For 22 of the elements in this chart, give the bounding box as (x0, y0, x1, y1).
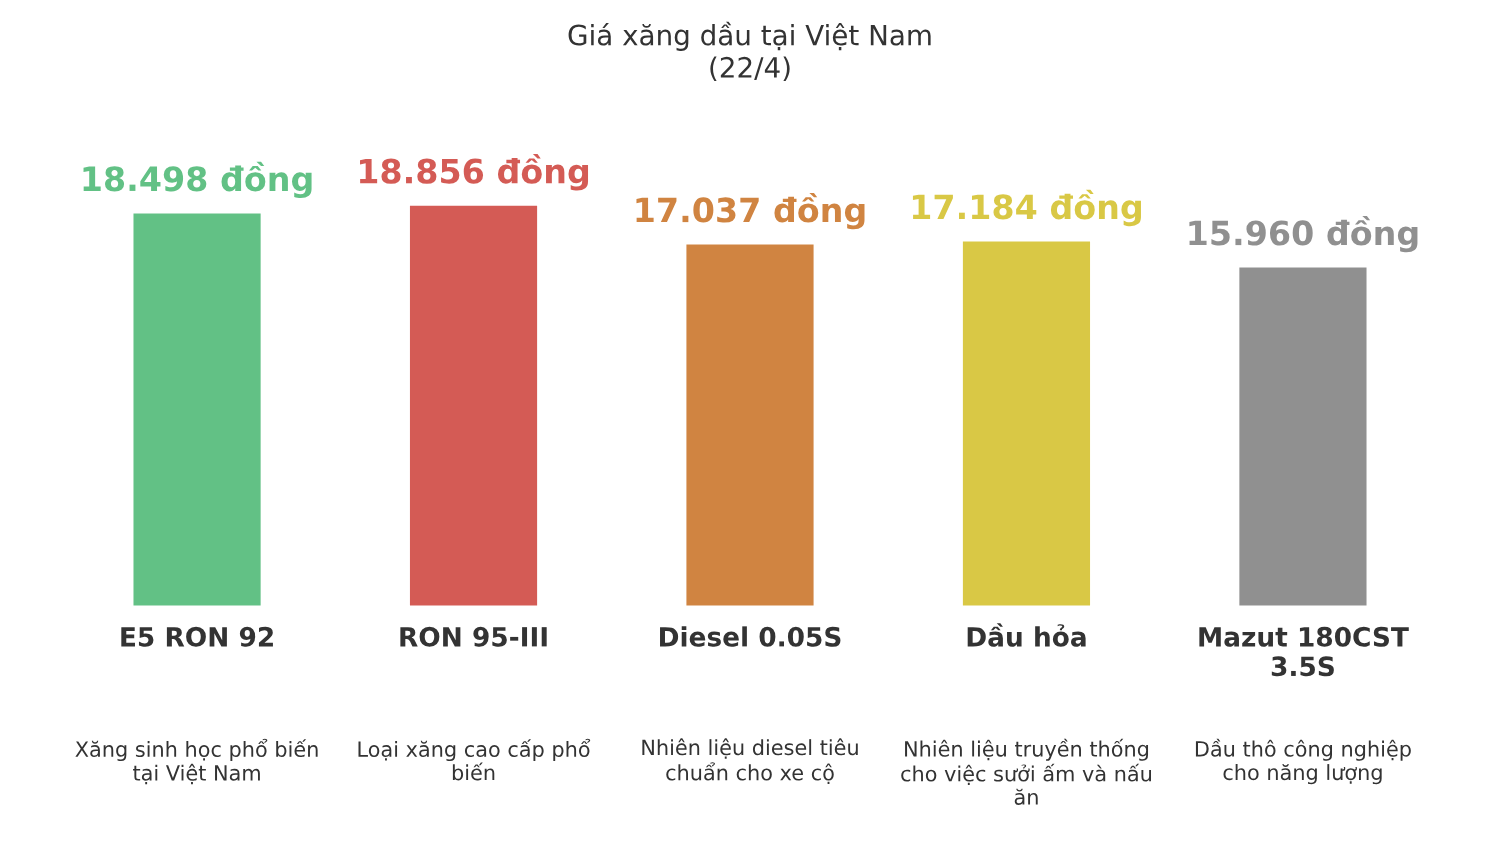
data-label: 15.960 đồng (1189, 215, 1418, 253)
x-tick-label: Mazut 180CST 3.5S (1199, 626, 1409, 677)
data-label: 18.498 đồng (83, 161, 312, 199)
chart-title: Giá xăng dầu tại Việt Nam (568, 21, 931, 51)
data-label: 17.184 đồng (912, 189, 1141, 227)
bar (960, 238, 1093, 607)
text: Nhiên liệu truyền thống cho việc sưởi ấm và nấu ăn (901, 738, 1151, 805)
bar (683, 241, 817, 607)
text: Loại xăng cao cấp phổ biến (358, 738, 591, 781)
chart-subtitle: (22/4) (710, 56, 790, 82)
x-tick-label: Dầu hỏa (967, 623, 1086, 647)
bar (407, 202, 540, 607)
x-tick-label: E5 RON 92 (121, 626, 273, 647)
x-tick-label: Diesel 0.05S (660, 626, 841, 647)
text: Nhiên liệu diesel tiêu chuẩn cho xe cộ (642, 738, 858, 785)
data-label: 18.856 đồng (360, 154, 589, 191)
bar (1236, 264, 1370, 607)
text: Dầu thô công nghiệp cho năng lượng (1195, 738, 1411, 785)
data-label: 17.037 đồng (636, 192, 865, 230)
bar (130, 210, 264, 607)
x-tick-label: RON 95-III (400, 626, 547, 647)
text: Xăng sinh học phổ biến tại Việt Nam (75, 738, 318, 785)
